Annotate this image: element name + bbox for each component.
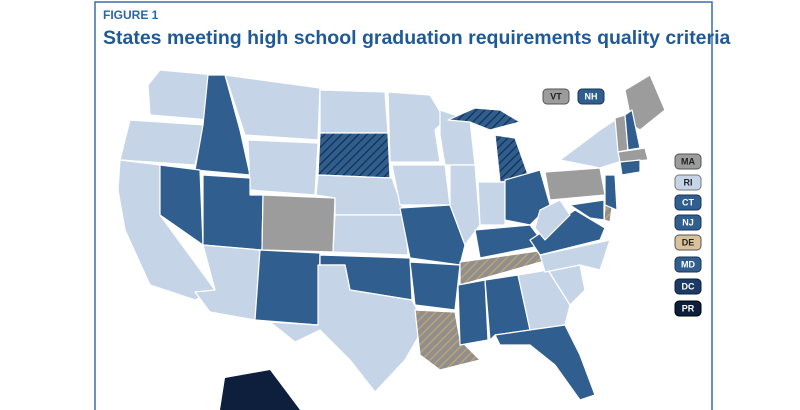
state-label: CT [682, 197, 694, 207]
us-map [117, 69, 666, 410]
state-label: VT [550, 91, 562, 101]
title: States meeting high school graduation re… [103, 27, 731, 49]
figure-label: FIGURE 1 [103, 8, 159, 22]
state-label: MA [681, 156, 695, 166]
state-label: NJ [682, 217, 694, 227]
state-label: DC [682, 281, 695, 291]
state-label: RI [684, 177, 693, 187]
state-labels: VT NH MA RI CT NJ DE MD DC PR [542, 88, 702, 317]
state-label: NH [585, 91, 598, 101]
state-label: DE [682, 237, 695, 247]
frame [94, 1, 713, 410]
state-label: PR [682, 303, 695, 313]
state-label: MD [681, 259, 695, 269]
